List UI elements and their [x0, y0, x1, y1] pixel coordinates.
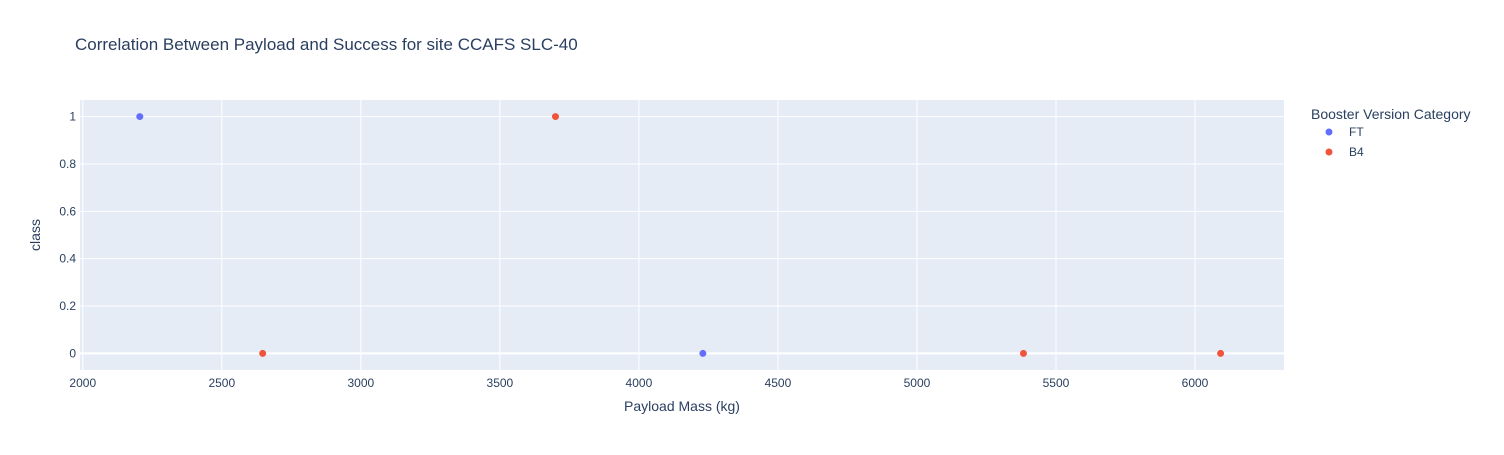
grid-lines [80, 100, 1284, 370]
x-tick-label: 4000 [626, 376, 653, 390]
plot-area [80, 100, 1284, 370]
data-point-b4[interactable] [551, 113, 559, 121]
x-tick-label: 3000 [347, 376, 374, 390]
x-axis-label: Payload Mass (kg) [624, 398, 740, 414]
legend-label-ft[interactable]: FT [1349, 125, 1364, 139]
data-point-ft[interactable] [136, 113, 144, 121]
x-tick-label: 2500 [208, 376, 235, 390]
data-point-ft[interactable] [699, 349, 707, 357]
y-tick-label: 1 [69, 110, 76, 124]
x-tick-label: 5500 [1043, 376, 1070, 390]
x-tick-label: 4500 [765, 376, 792, 390]
x-tick-label: 6000 [1182, 376, 1209, 390]
x-tick-label: 5000 [904, 376, 931, 390]
legend-label-b4[interactable]: B4 [1349, 145, 1364, 159]
data-point-b4[interactable] [1019, 349, 1027, 357]
legend-marker-ft[interactable] [1325, 128, 1333, 136]
legend-marker-b4[interactable] [1325, 148, 1333, 156]
data-point-b4[interactable] [259, 349, 267, 357]
y-axis-label: class [27, 219, 43, 251]
y-tick-label: 0.2 [59, 299, 76, 313]
legend: Booster Version Category FT B4 [1311, 106, 1471, 159]
y-tick-label: 0.6 [59, 204, 76, 218]
chart-title: Correlation Between Payload and Success … [75, 35, 578, 54]
legend-items: FT B4 [1325, 125, 1364, 159]
x-tick-label: 2000 [69, 376, 96, 390]
legend-title: Booster Version Category [1311, 106, 1471, 122]
y-tick-label: 0 [69, 346, 76, 360]
tick-labels: 2000 2500 3000 3500 4000 4500 5000 5500 6000 0 0.2… [59, 110, 1208, 390]
data-point-b4[interactable] [1217, 349, 1225, 357]
y-tick-label: 0.8 [59, 157, 76, 171]
data-points [136, 113, 1225, 357]
y-tick-label: 0.4 [59, 252, 76, 266]
x-tick-label: 3500 [487, 376, 514, 390]
